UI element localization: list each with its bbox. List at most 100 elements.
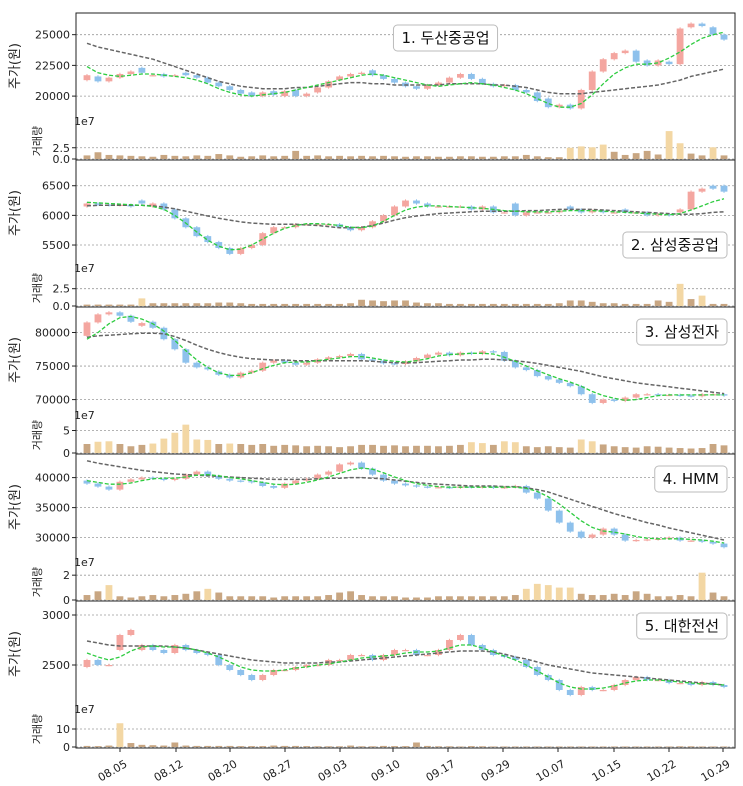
candle-body xyxy=(413,357,420,362)
volume-bar xyxy=(402,446,409,453)
volume-axis-label: 거래량 xyxy=(31,126,44,156)
volume-bar xyxy=(632,591,640,600)
candle-body xyxy=(270,227,278,234)
candle-body xyxy=(599,399,607,403)
candle-body xyxy=(303,93,311,97)
volume-bar xyxy=(478,596,486,600)
volume-bar xyxy=(215,154,223,159)
volume-axis-label: 거래량 xyxy=(31,567,44,597)
candle-body xyxy=(83,322,91,336)
moving-average-long-line xyxy=(86,640,725,686)
volume-bar xyxy=(149,595,157,600)
volume-tick-label: 0 xyxy=(63,447,70,460)
candle-body xyxy=(347,73,354,77)
volume-bar xyxy=(446,303,453,306)
volume-bar xyxy=(588,746,596,747)
x-tick-label: 10.15 xyxy=(590,757,624,784)
volume-bar xyxy=(709,147,717,159)
candle-body xyxy=(171,478,179,480)
panel-5: 2500 3000 0 10 1e7 주가(원) 거래량 5. 대한전선 xyxy=(8,600,736,754)
candle-body xyxy=(424,655,431,657)
panel-background xyxy=(76,454,735,601)
volume-bar xyxy=(204,155,212,159)
volume-bar xyxy=(83,595,91,600)
candle-body xyxy=(446,640,453,650)
candle-body xyxy=(544,212,552,214)
volume-axis-label: 거래량 xyxy=(31,420,44,450)
volume-bar xyxy=(325,446,333,453)
volume-bar xyxy=(215,302,223,306)
candle-body xyxy=(237,247,245,254)
candle-body xyxy=(215,242,223,248)
volume-bar xyxy=(621,595,629,600)
candle-body xyxy=(303,665,311,667)
volume-bar xyxy=(544,746,552,747)
volume-bar xyxy=(171,595,179,600)
panel-background xyxy=(76,601,735,748)
panel-4: 30000 35000 40000 0 2 1e7 주가(원) 거래량 4. HMM xyxy=(8,453,736,607)
volume-bar xyxy=(467,746,475,747)
moving-average-short-line xyxy=(86,31,725,108)
candle-body xyxy=(237,670,245,675)
candle-body xyxy=(94,483,102,487)
moving-average-short-line xyxy=(86,467,725,544)
volume-bar xyxy=(248,303,256,306)
volume-bar xyxy=(94,152,102,159)
volume-bar xyxy=(347,591,354,600)
volume-bar xyxy=(248,746,256,747)
volume-bar xyxy=(665,447,673,453)
candle-body xyxy=(709,185,717,189)
volume-bar xyxy=(402,300,409,306)
price-tick-label: 35000 xyxy=(35,502,70,515)
candle-body xyxy=(83,480,91,484)
candle-body xyxy=(577,531,585,538)
volume-bar xyxy=(160,745,168,747)
volume-bar xyxy=(380,155,387,159)
candle-body xyxy=(347,227,354,231)
candle-body xyxy=(149,321,157,328)
volume-bar xyxy=(577,146,585,159)
volume-bar xyxy=(709,746,717,747)
volume-bar xyxy=(599,746,607,747)
volume-bar xyxy=(204,439,212,453)
panel-title-box xyxy=(622,231,728,259)
candle-body xyxy=(391,78,398,83)
candle-body xyxy=(292,362,300,365)
volume-bar xyxy=(215,745,223,747)
volume-bar xyxy=(204,745,212,747)
moving-average-long-line xyxy=(86,332,725,395)
volume-bar xyxy=(424,445,431,453)
volume-bar xyxy=(610,446,618,453)
candle-body xyxy=(248,245,256,248)
candle-body xyxy=(369,221,376,228)
candle-body xyxy=(654,214,662,216)
candle-body xyxy=(83,203,91,207)
volume-bar xyxy=(687,153,695,159)
price-tick-label: 5500 xyxy=(42,239,70,252)
volume-bar xyxy=(248,596,256,600)
volume-bar xyxy=(303,746,311,747)
x-tick-label: 10.07 xyxy=(534,757,568,784)
x-tick-label: 09.03 xyxy=(316,757,350,784)
candle-body xyxy=(522,89,530,93)
candle-body xyxy=(160,650,168,653)
volume-bar xyxy=(369,746,376,747)
candle-body xyxy=(160,327,168,340)
candle-body xyxy=(632,50,640,62)
volume-bar xyxy=(204,588,212,600)
volume-bar xyxy=(588,147,596,159)
candle-body xyxy=(500,212,508,214)
volume-bar xyxy=(281,303,289,306)
candle-body xyxy=(138,645,146,650)
candle-body xyxy=(116,635,124,650)
volume-bar xyxy=(698,295,706,306)
volume-bar xyxy=(478,303,486,306)
volume-bar xyxy=(138,744,146,747)
volume-bar xyxy=(435,446,442,453)
volume-bar xyxy=(435,746,442,747)
volume-bar xyxy=(413,742,420,747)
candle-body xyxy=(665,214,673,216)
volume-bar xyxy=(522,588,530,600)
candle-body xyxy=(478,78,486,84)
candle-body xyxy=(336,464,344,472)
